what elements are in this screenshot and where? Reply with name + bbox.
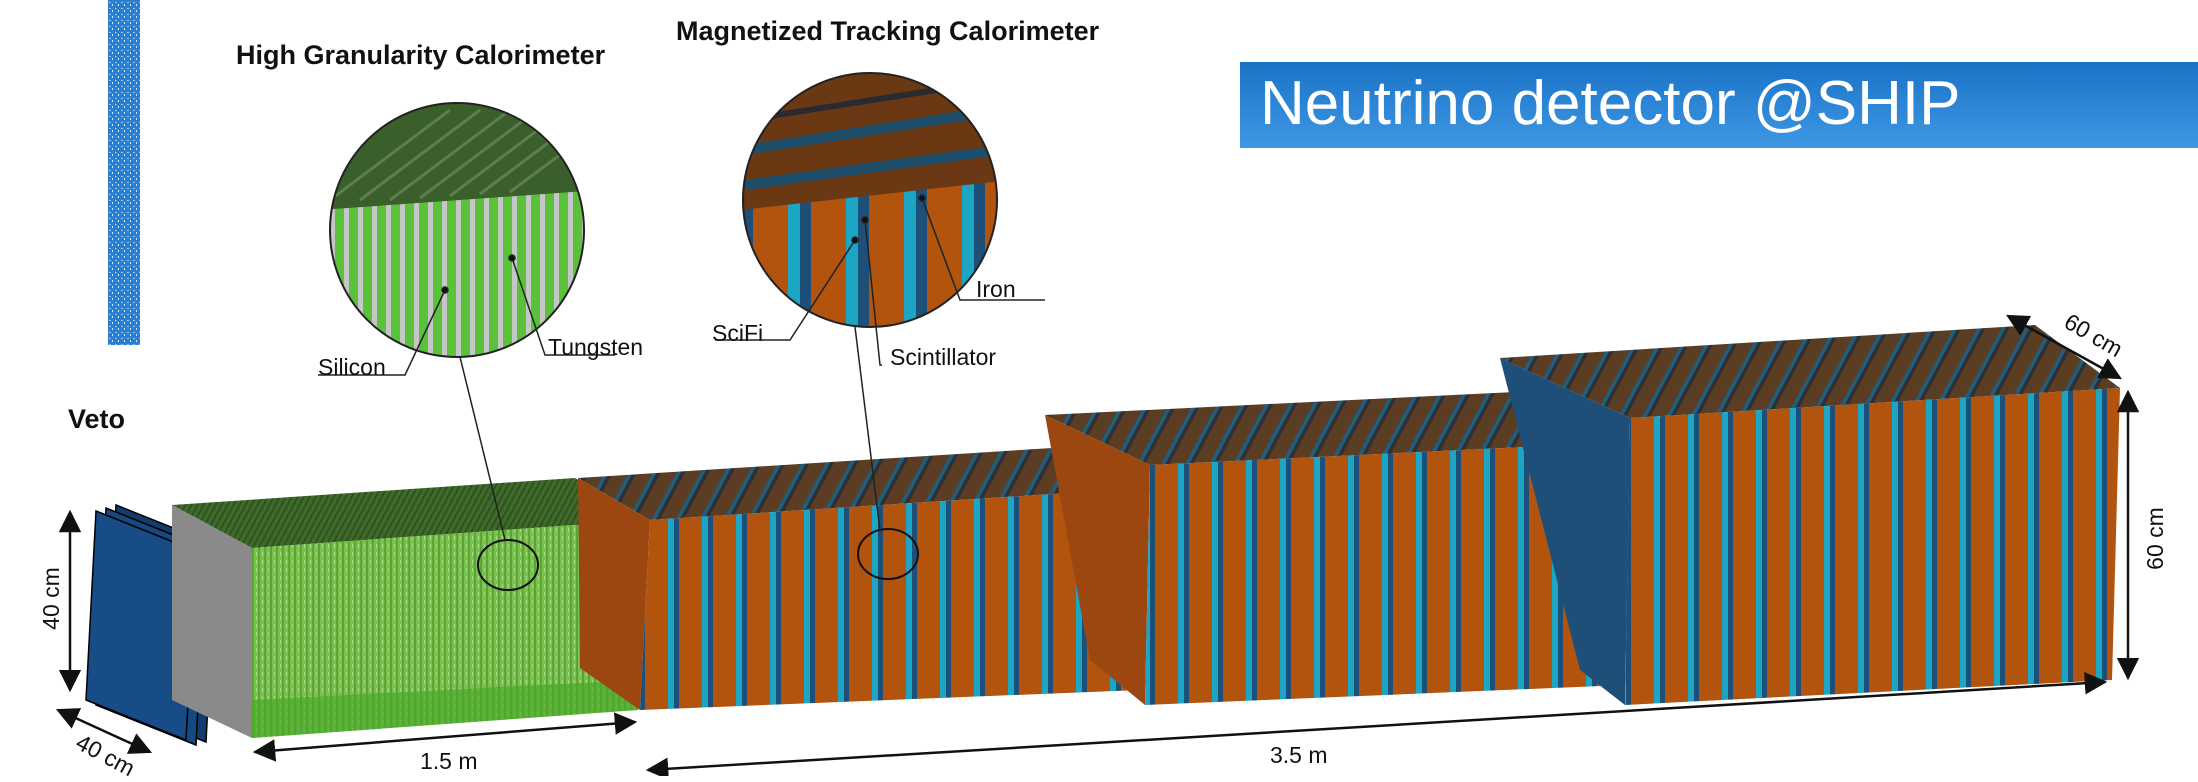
mtc-length-label: 3.5 m [1270,742,1328,768]
veto-height-label: 40 cm [37,567,64,630]
hgc-length-label: 1.5 m [420,748,478,774]
mtc-block-3 [1500,325,2120,705]
veto-heading: Veto [68,404,126,434]
dimension-arrows [55,314,2140,776]
hgc-zoom-view [329,102,585,541]
mtc-zoom-view [742,72,998,531]
page-title: Neutrino detector @SHIP [1260,69,1961,138]
iron-label: Iron [976,276,1016,302]
hgc-block [172,478,645,738]
silicon-label: Silicon [318,354,386,380]
tungsten-label: Tungsten [548,334,644,360]
scintillator-label: Scintillator [890,344,997,370]
scifi-label: SciFi [712,320,764,346]
mtc-heading: Magnetized Tracking Calorimeter [676,16,1100,46]
hgc-detail-circle [477,539,539,591]
title-banner: Neutrino detector @SHIP [1240,62,2198,148]
hgc-heading: High Granularity Calorimeter [236,40,606,70]
mtc-detail-circle [857,528,919,580]
mtc-height-label: 60 cm [2141,507,2168,570]
leader-lines [318,194,1045,376]
mtc-block-1 [578,445,1145,710]
mtc-block-2 [1045,390,1630,705]
decorative-stripe [108,0,140,345]
